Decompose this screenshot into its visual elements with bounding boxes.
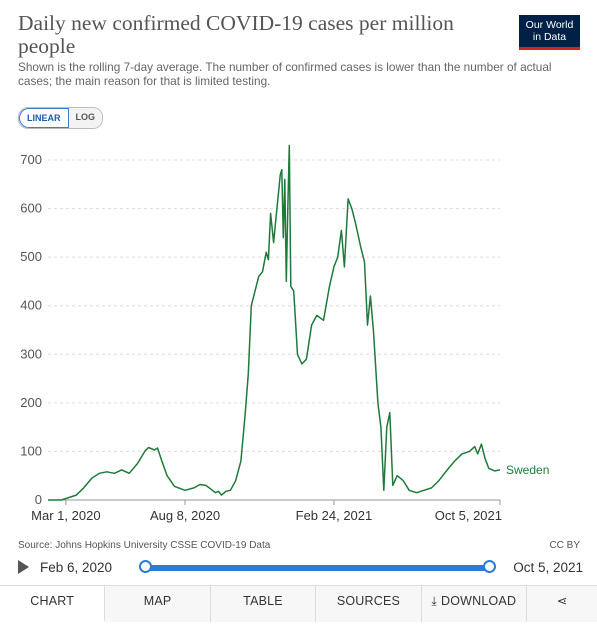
timeline: Feb 6, 2020 Oct 5, 2021 (18, 557, 583, 579)
play-icon[interactable] (18, 560, 29, 574)
series-label[interactable]: Sweden (506, 463, 549, 477)
tab-map[interactable]: MAP (105, 586, 211, 622)
x-axis-ticks: Mar 1, 2020 Aug 8, 2020 Feb 24, 2021 Oct 5,… (31, 500, 502, 523)
logo-line-1: Our World (525, 19, 574, 31)
y-tick-label: 600 (20, 201, 42, 216)
timeline-start-handle[interactable] (139, 560, 152, 573)
chart-subtitle: Shown is the rolling 7-day average. The … (18, 60, 552, 88)
tab-sources[interactable]: SOURCES (316, 586, 422, 622)
y-tick-label: 300 (20, 346, 42, 361)
line-chart: 0 100 200 300 400 500 600 700 Mar 1, 2020 Aug 8,… (20, 144, 549, 523)
download-icon: ⤓ (431, 594, 437, 608)
x-tick-label: Aug 8, 2020 (150, 508, 220, 523)
scale-toggle: LINEAR LOG (18, 107, 103, 129)
tab-table[interactable]: TABLE (211, 586, 317, 622)
timeline-end-label: Oct 5, 2021 (513, 560, 583, 575)
chart-title: Daily new confirmed COVID-19 cases per m… (18, 11, 454, 58)
x-tick-label: Mar 1, 2020 (31, 508, 100, 523)
timeline-end-handle[interactable] (483, 560, 496, 573)
y-tick-label: 200 (20, 395, 42, 410)
timeline-start-label: Feb 6, 2020 (40, 560, 113, 575)
y-tick-label: 700 (20, 152, 42, 167)
x-tick-label: Feb 24, 2021 (296, 508, 373, 523)
linear-scale-button[interactable]: LINEAR (19, 108, 69, 128)
y-axis-ticks: 0 100 200 300 400 500 600 700 (20, 152, 42, 507)
series-group: Sweden (48, 144, 549, 501)
series-line-sweden[interactable] (48, 144, 501, 501)
tab-chart[interactable]: CHART (0, 586, 106, 622)
tab-download[interactable]: ⤓ DOWNLOAD (422, 586, 528, 622)
timeline-track[interactable] (146, 565, 489, 571)
share-icon: ⋖ (556, 594, 568, 608)
license-link[interactable]: CC BY (549, 540, 580, 551)
gridlines (48, 159, 500, 501)
y-tick-label: 0 (35, 492, 42, 507)
source-note[interactable]: Source: Johns Hopkins University CSSE CO… (18, 540, 271, 551)
y-tick-label: 500 (20, 249, 42, 264)
tab-bar: CHART MAP TABLE SOURCES ⤓ DOWNLOAD ⋖ (0, 585, 597, 622)
owid-logo[interactable]: Our World in Data (519, 15, 580, 50)
y-tick-label: 400 (20, 298, 42, 313)
logo-line-2: in Data (532, 31, 567, 43)
y-tick-label: 100 (20, 443, 42, 458)
tab-download-label: DOWNLOAD (440, 594, 517, 608)
x-tick-label: Oct 5, 2021 (435, 508, 502, 523)
log-scale-button[interactable]: LOG (68, 108, 102, 128)
share-button[interactable]: ⋖ (527, 586, 597, 622)
